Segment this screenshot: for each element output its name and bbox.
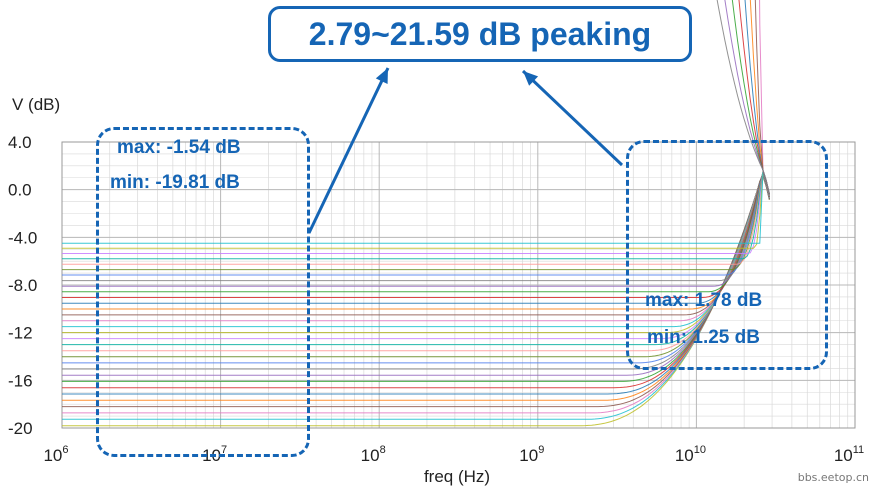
watermark: bbs.eetop.cn: [797, 471, 869, 484]
low-freq-max-label: max: -1.54 dB: [117, 137, 241, 158]
series-line: [62, 174, 770, 395]
series-line: [62, 171, 770, 293]
series-line: [62, 171, 770, 260]
series-line: [62, 171, 770, 298]
series-line: [62, 171, 770, 249]
right-callout-arrow-head: [523, 71, 539, 86]
series-line: [62, 172, 770, 352]
left-callout-arrow-head: [375, 68, 388, 84]
y-axis-label: V (dB): [12, 95, 60, 114]
peak-max-label: max: 1.78 dB: [645, 290, 763, 311]
series-line: [62, 174, 770, 420]
axes: V (dB) freq (Hz): [12, 95, 490, 486]
callout-arrows: [307, 67, 624, 234]
x-tick-label: 106: [43, 444, 68, 465]
series-line: [62, 173, 770, 389]
peak-min-label: min: 1.25 dB: [647, 327, 760, 348]
x-axis-label: freq (Hz): [424, 467, 490, 486]
series-line: [62, 172, 770, 346]
series-line: [62, 170, 770, 276]
series-line: [62, 174, 770, 401]
left-callout-arrow: [307, 67, 390, 234]
y-tick-label: -12: [8, 324, 33, 343]
series-line: [62, 170, 770, 282]
y-tick-label: -4.0: [8, 228, 37, 247]
x-tick-label: 1010: [675, 444, 706, 465]
right-callout-arrow: [521, 69, 624, 167]
y-tick-label: 0.0: [8, 181, 32, 200]
series-line: [62, 171, 770, 254]
chart-title: 2.79~21.59 dB peaking: [268, 6, 692, 62]
series-line: [62, 174, 770, 408]
series-line: [62, 173, 770, 376]
y-tick-label: -16: [8, 371, 33, 390]
series-line: [62, 174, 770, 414]
y-tick-label: 4.0: [8, 133, 32, 152]
series-line: [62, 171, 770, 322]
series-line: [62, 174, 770, 427]
plot-frame: [61, 141, 856, 429]
series-line: [62, 170, 770, 287]
series-line: [62, 171, 770, 304]
series-line: [62, 173, 770, 370]
x-tick-label: 108: [361, 444, 386, 465]
series-line: [62, 171, 770, 265]
series-line: [62, 170, 770, 271]
y-tick-label: -8.0: [8, 276, 37, 295]
series-line: [62, 172, 770, 340]
series-line: [62, 172, 770, 334]
series-line: [62, 173, 770, 364]
series-group: [62, 0, 770, 427]
x-tick-label: 1011: [834, 444, 864, 465]
y-tick-label: -20: [8, 419, 33, 438]
series-line: [62, 172, 770, 358]
series-line: [62, 172, 770, 328]
series-line: [62, 173, 770, 382]
x-tick-label: 109: [519, 444, 544, 465]
series-line: [62, 171, 770, 244]
series-line: [62, 171, 770, 310]
peak-gain-callout: [626, 140, 828, 370]
series-line: [62, 171, 770, 316]
low-freq-gain-callout: [96, 127, 310, 457]
low-freq-min-label: min: -19.81 dB: [110, 172, 240, 193]
